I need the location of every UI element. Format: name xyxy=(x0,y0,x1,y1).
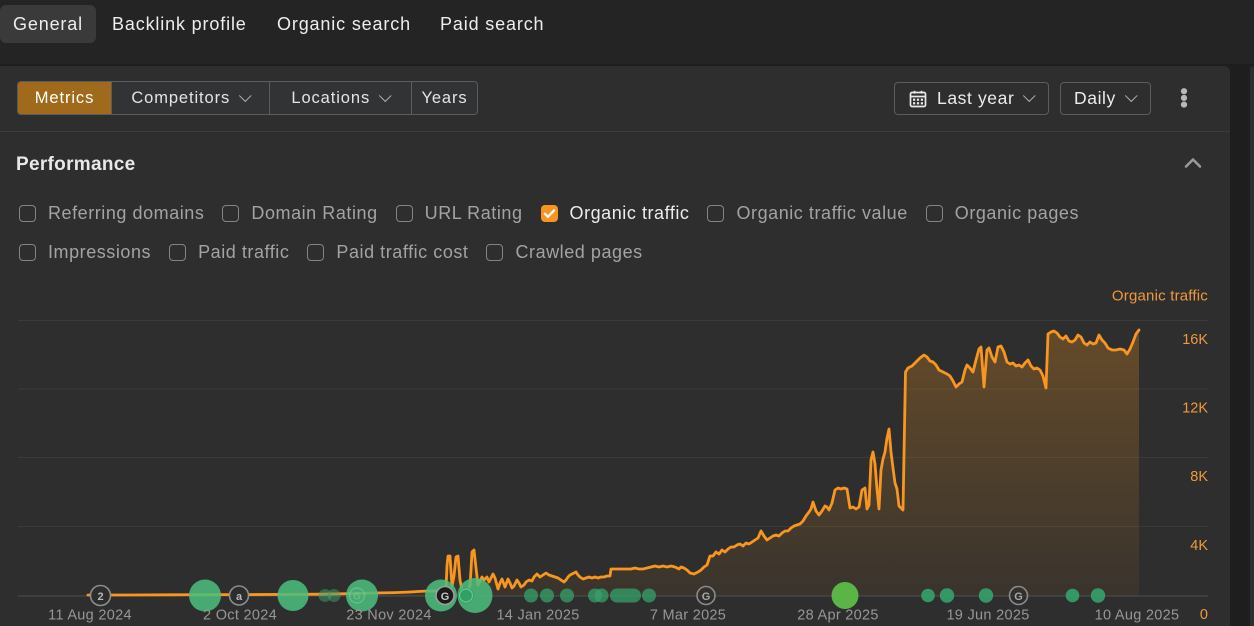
svg-text:G: G xyxy=(441,591,450,603)
svg-text:8K: 8K xyxy=(1190,469,1208,485)
svg-text:0: 0 xyxy=(1200,607,1208,623)
svg-text:2: 2 xyxy=(97,591,103,603)
svg-text:12K: 12K xyxy=(1182,401,1208,417)
svg-text:23 Nov 2024: 23 Nov 2024 xyxy=(346,608,432,624)
svg-text:4K: 4K xyxy=(1190,538,1208,554)
svg-text:2 Oct 2024: 2 Oct 2024 xyxy=(203,608,277,624)
svg-text:G: G xyxy=(1014,591,1023,603)
svg-text:7 Mar 2025: 7 Mar 2025 xyxy=(650,608,726,624)
svg-text:a: a xyxy=(236,591,243,603)
svg-text:28 Apr 2025: 28 Apr 2025 xyxy=(797,608,879,624)
svg-text:G: G xyxy=(702,591,711,603)
svg-text:14 Jan 2025: 14 Jan 2025 xyxy=(496,608,579,624)
svg-text:Organic traffic: Organic traffic xyxy=(1112,288,1208,305)
svg-text:11 Aug 2024: 11 Aug 2024 xyxy=(48,608,132,624)
svg-text:G: G xyxy=(353,592,361,603)
svg-text:19 Jun 2025: 19 Jun 2025 xyxy=(946,608,1029,624)
svg-text:16K: 16K xyxy=(1182,332,1208,348)
svg-text:10 Aug 2025: 10 Aug 2025 xyxy=(1095,608,1180,624)
